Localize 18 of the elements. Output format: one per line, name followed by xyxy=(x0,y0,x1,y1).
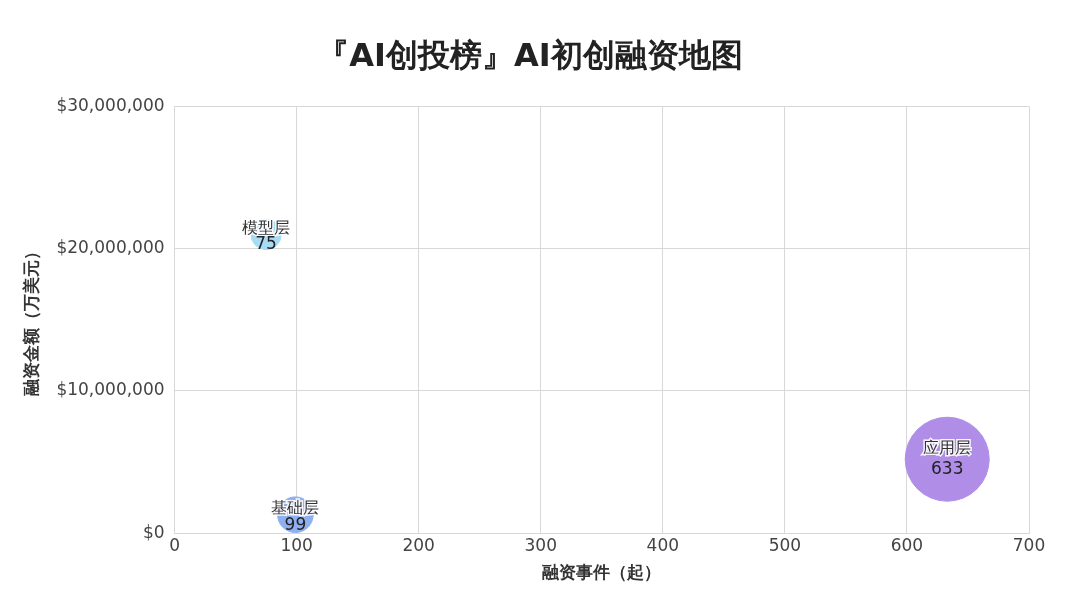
x-tick-label: 700 xyxy=(1012,534,1046,555)
x-tick-label: 100 xyxy=(280,534,313,555)
annotation: 633 xyxy=(930,458,964,479)
y-tick-label: $30,000,000 xyxy=(56,94,165,115)
x-tick-label: 500 xyxy=(768,534,802,555)
y-tick-label: $20,000,000 xyxy=(56,237,165,258)
y-axis-title: 融资金额（万美元） xyxy=(20,243,41,397)
x-tick-label: 300 xyxy=(524,534,557,555)
x-axis-title: 融资事件（起） xyxy=(542,562,662,583)
x-tick-label: 400 xyxy=(646,534,680,555)
y-tick-label: $0 xyxy=(142,521,165,542)
series-label: 模型层 xyxy=(242,217,291,237)
x-tick-label: 600 xyxy=(890,534,924,555)
y-tick-label: $10,000,000 xyxy=(56,379,165,400)
chart-title: 『AI创投榜』AI初创融资地图 xyxy=(317,35,743,74)
x-tick-label: 0 xyxy=(169,534,180,555)
x-tick-label: 200 xyxy=(402,534,435,555)
series-label: 应用层 xyxy=(923,438,972,458)
